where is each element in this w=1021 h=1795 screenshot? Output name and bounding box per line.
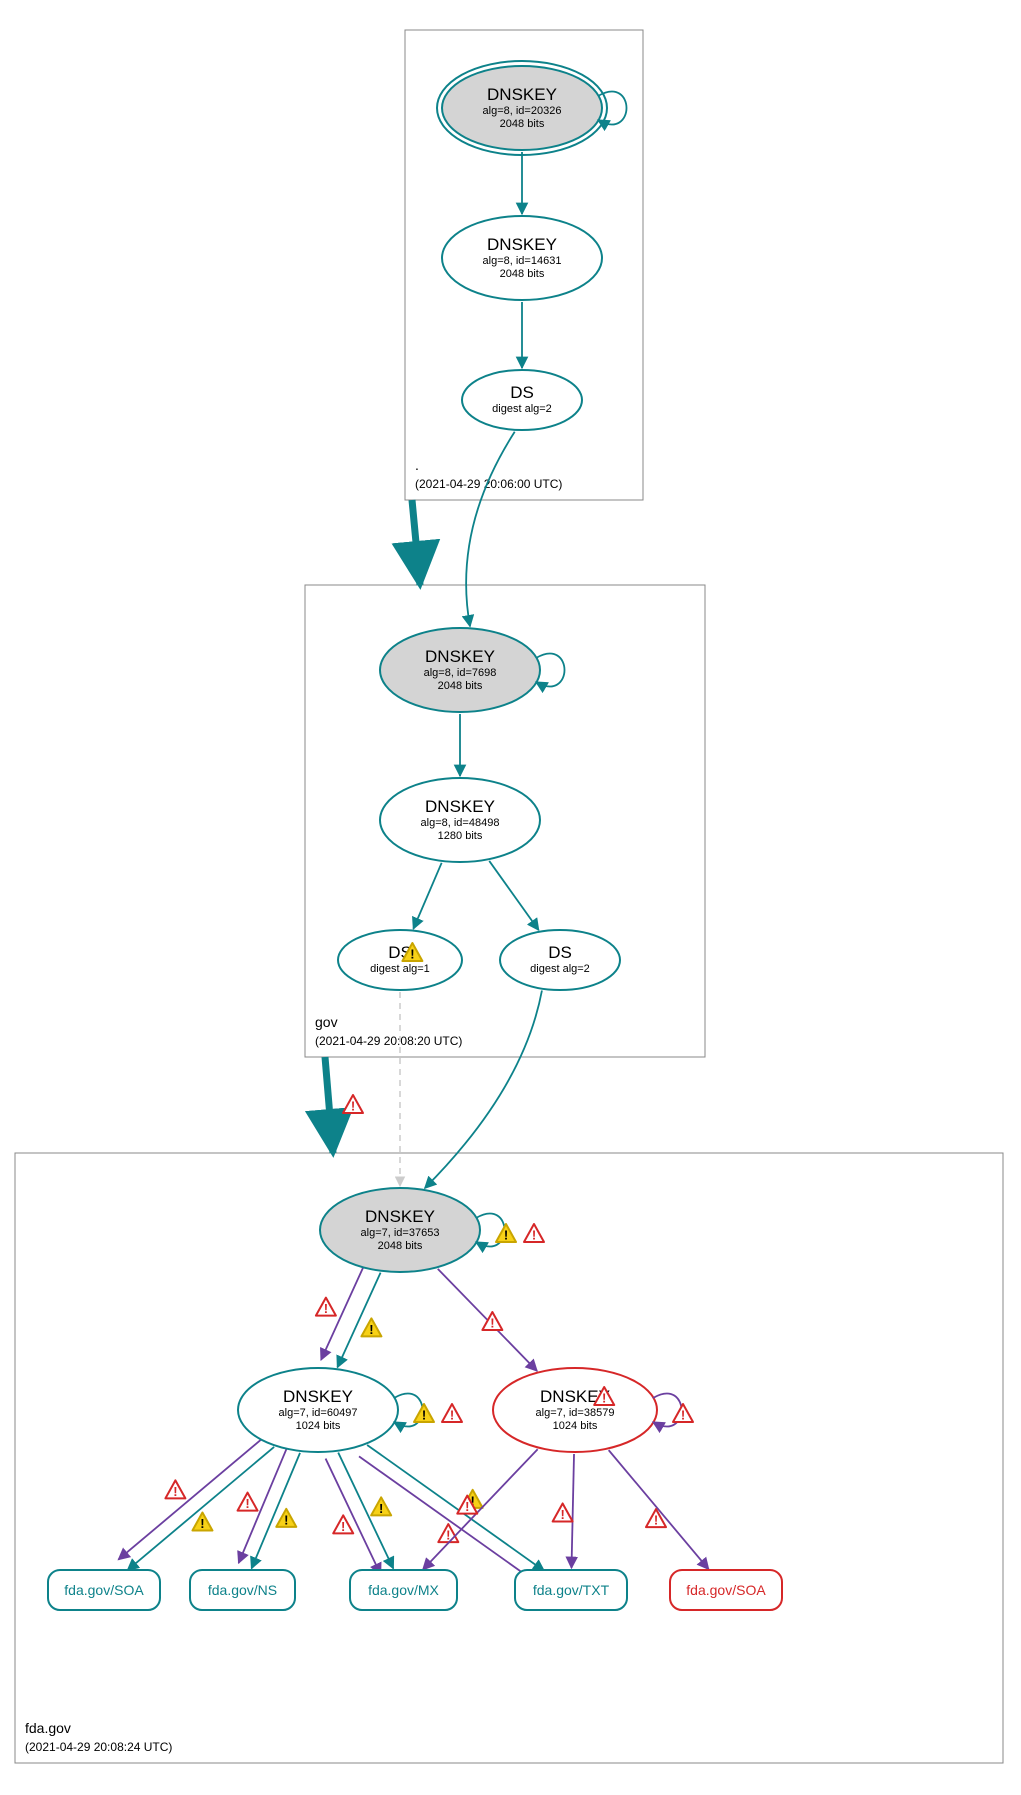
node-sub: 2048 bits (500, 268, 545, 280)
svg-text:!: ! (341, 1519, 345, 1534)
zone-time: (2021-04-29 20:08:20 UTC) (315, 1034, 462, 1048)
zone-label: gov (315, 1014, 338, 1030)
svg-text:!: ! (465, 1499, 469, 1514)
svg-text:!: ! (532, 1228, 536, 1243)
edge (489, 861, 538, 930)
node-title: DNSKEY (283, 1387, 353, 1406)
svg-text:!: ! (324, 1301, 328, 1316)
node-sub: alg=8, id=7698 (424, 667, 497, 679)
node-sub: alg=7, id=60497 (279, 1407, 358, 1419)
svg-text:!: ! (654, 1513, 658, 1528)
node-title: DS (510, 383, 534, 402)
edge (326, 1459, 381, 1575)
svg-text:!: ! (200, 1516, 204, 1531)
rr-label: fda.gov/SOA (686, 1582, 766, 1598)
edge (367, 1445, 544, 1571)
svg-text:!: ! (351, 1099, 355, 1114)
node-title: DNSKEY (425, 647, 495, 666)
zone-label: . (415, 457, 419, 473)
rr-label: fda.gov/SOA (64, 1582, 144, 1598)
svg-text:!: ! (379, 1501, 383, 1516)
svg-text:!: ! (284, 1512, 288, 1527)
node-rr-ns: fda.gov/NS (190, 1570, 295, 1610)
node-title: DNSKEY (365, 1207, 435, 1226)
delegation-arrow (412, 500, 420, 585)
node-root-ds: DSdigest alg=2 (462, 370, 582, 430)
edge (466, 432, 515, 627)
node-fda-zsk1: DNSKEYalg=7, id=604971024 bits!! (238, 1368, 462, 1452)
node-sub: 1024 bits (296, 1420, 341, 1432)
node-root-zsk: DNSKEYalg=8, id=146312048 bits (442, 216, 602, 300)
edge (423, 1449, 538, 1570)
node-sub: digest alg=2 (530, 963, 590, 975)
svg-text:!: ! (560, 1507, 564, 1522)
svg-text:!: ! (173, 1484, 177, 1499)
svg-text:!: ! (422, 1408, 426, 1423)
node-rr-mx: fda.gov/MX (350, 1570, 457, 1610)
node-title: DNSKEY (425, 797, 495, 816)
node-fda-ksk: DNSKEYalg=7, id=376532048 bits!! (320, 1188, 544, 1272)
node-root-ksk: DNSKEYalg=8, id=203262048 bits (437, 61, 627, 155)
edge (359, 1456, 536, 1582)
svg-text:!: ! (450, 1408, 454, 1423)
node-gov-ds2: DSdigest alg=2 (500, 930, 620, 990)
rr-label: fda.gov/MX (368, 1582, 439, 1598)
node-sub: 2048 bits (500, 118, 545, 130)
zone-label: fda.gov (25, 1720, 71, 1736)
edge (425, 990, 542, 1188)
svg-text:!: ! (245, 1496, 249, 1511)
node-fda-zsk2: DNSKEY!alg=7, id=385791024 bits! (493, 1368, 693, 1452)
node-sub: digest alg=2 (492, 403, 552, 415)
edge (609, 1450, 709, 1569)
edge (571, 1454, 574, 1568)
node-sub: 2048 bits (438, 680, 483, 692)
node-rr-soa1: fda.gov/SOA (48, 1570, 160, 1610)
svg-text:!: ! (681, 1408, 685, 1423)
edge (337, 1273, 380, 1368)
node-sub: digest alg=1 (370, 963, 430, 975)
edge (252, 1453, 300, 1569)
rr-label: fda.gov/NS (208, 1582, 277, 1598)
node-title: DNSKEY (487, 235, 557, 254)
node-gov-ksk: DNSKEYalg=8, id=76982048 bits (380, 628, 565, 712)
delegation-arrow (325, 1057, 333, 1153)
svg-text:!: ! (602, 1391, 606, 1406)
svg-text:!: ! (490, 1316, 494, 1331)
node-rr-txt: fda.gov/TXT (515, 1570, 627, 1610)
node-title: DNSKEY (487, 85, 557, 104)
node-sub: alg=7, id=38579 (536, 1407, 615, 1419)
node-gov-zsk: DNSKEYalg=8, id=484981280 bits (380, 778, 540, 862)
svg-text:!: ! (369, 1322, 373, 1337)
node-gov-ds1: DS!digest alg=1 (338, 930, 462, 990)
edge (118, 1436, 265, 1559)
zone-time: (2021-04-29 20:08:24 UTC) (25, 1740, 172, 1754)
svg-text:!: ! (410, 947, 414, 962)
svg-text:!: ! (504, 1228, 508, 1243)
node-rr-soa2: fda.gov/SOA (670, 1570, 782, 1610)
node-title: DS (548, 943, 572, 962)
node-sub: alg=8, id=48498 (421, 817, 500, 829)
node-sub: 1024 bits (553, 1420, 598, 1432)
node-sub: alg=8, id=14631 (483, 255, 562, 267)
edge (413, 863, 441, 929)
node-sub: 2048 bits (378, 1240, 423, 1252)
node-sub: 1280 bits (438, 830, 483, 842)
zone-fda (15, 1153, 1003, 1763)
rr-label: fda.gov/TXT (533, 1582, 610, 1598)
node-sub: alg=7, id=37653 (361, 1227, 440, 1239)
node-sub: alg=8, id=20326 (483, 105, 562, 117)
